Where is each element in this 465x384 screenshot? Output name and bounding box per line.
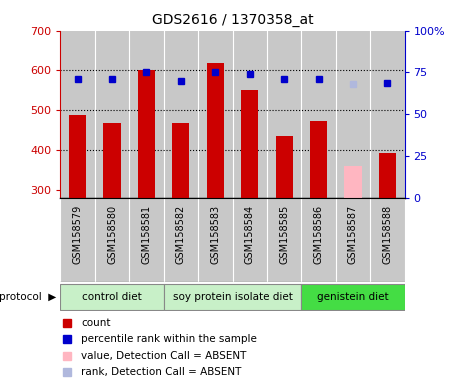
Bar bbox=[241, 90, 259, 198]
Text: GSM158588: GSM158588 bbox=[382, 205, 392, 264]
Text: value, Detection Call = ABSENT: value, Detection Call = ABSENT bbox=[81, 351, 246, 361]
Text: GSM158583: GSM158583 bbox=[210, 205, 220, 264]
Bar bbox=[60, 284, 164, 310]
Text: GSM158585: GSM158585 bbox=[279, 205, 289, 264]
Text: soy protein isolate diet: soy protein isolate diet bbox=[173, 291, 292, 302]
Text: GSM158586: GSM158586 bbox=[313, 205, 324, 264]
Text: GSM158587: GSM158587 bbox=[348, 205, 358, 264]
Bar bbox=[138, 70, 155, 198]
Bar bbox=[232, 198, 267, 282]
Bar bbox=[60, 198, 95, 282]
Text: genistein diet: genistein diet bbox=[317, 291, 389, 302]
Bar bbox=[103, 123, 121, 198]
Text: count: count bbox=[81, 318, 111, 328]
Text: rank, Detection Call = ABSENT: rank, Detection Call = ABSENT bbox=[81, 367, 241, 377]
Bar bbox=[198, 31, 232, 198]
Bar bbox=[276, 136, 293, 198]
Title: GDS2616 / 1370358_at: GDS2616 / 1370358_at bbox=[152, 13, 313, 27]
Text: protocol  ▶: protocol ▶ bbox=[0, 291, 56, 302]
Bar bbox=[69, 115, 86, 198]
Text: GSM158584: GSM158584 bbox=[245, 205, 255, 264]
Text: GSM158580: GSM158580 bbox=[107, 205, 117, 264]
Text: GSM158582: GSM158582 bbox=[176, 205, 186, 264]
Bar bbox=[129, 198, 164, 282]
Text: GSM158581: GSM158581 bbox=[141, 205, 152, 264]
Bar bbox=[95, 198, 129, 282]
Bar bbox=[206, 63, 224, 198]
Bar bbox=[172, 123, 190, 198]
Bar bbox=[267, 31, 301, 198]
Bar bbox=[164, 198, 198, 282]
Bar bbox=[129, 31, 164, 198]
Bar bbox=[301, 31, 336, 198]
Bar bbox=[336, 198, 370, 282]
Bar bbox=[379, 153, 396, 198]
Bar bbox=[310, 121, 327, 198]
Bar bbox=[232, 31, 267, 198]
Bar bbox=[301, 198, 336, 282]
Text: percentile rank within the sample: percentile rank within the sample bbox=[81, 334, 257, 344]
Bar bbox=[336, 31, 370, 198]
Bar bbox=[60, 31, 95, 198]
Bar bbox=[267, 198, 301, 282]
Bar bbox=[95, 31, 129, 198]
Bar bbox=[164, 284, 301, 310]
Text: GSM158579: GSM158579 bbox=[73, 205, 83, 264]
Bar bbox=[164, 31, 198, 198]
Text: control diet: control diet bbox=[82, 291, 142, 302]
Bar bbox=[370, 198, 405, 282]
Bar bbox=[344, 166, 362, 198]
Bar bbox=[301, 284, 405, 310]
Bar bbox=[370, 31, 405, 198]
Bar bbox=[198, 198, 232, 282]
